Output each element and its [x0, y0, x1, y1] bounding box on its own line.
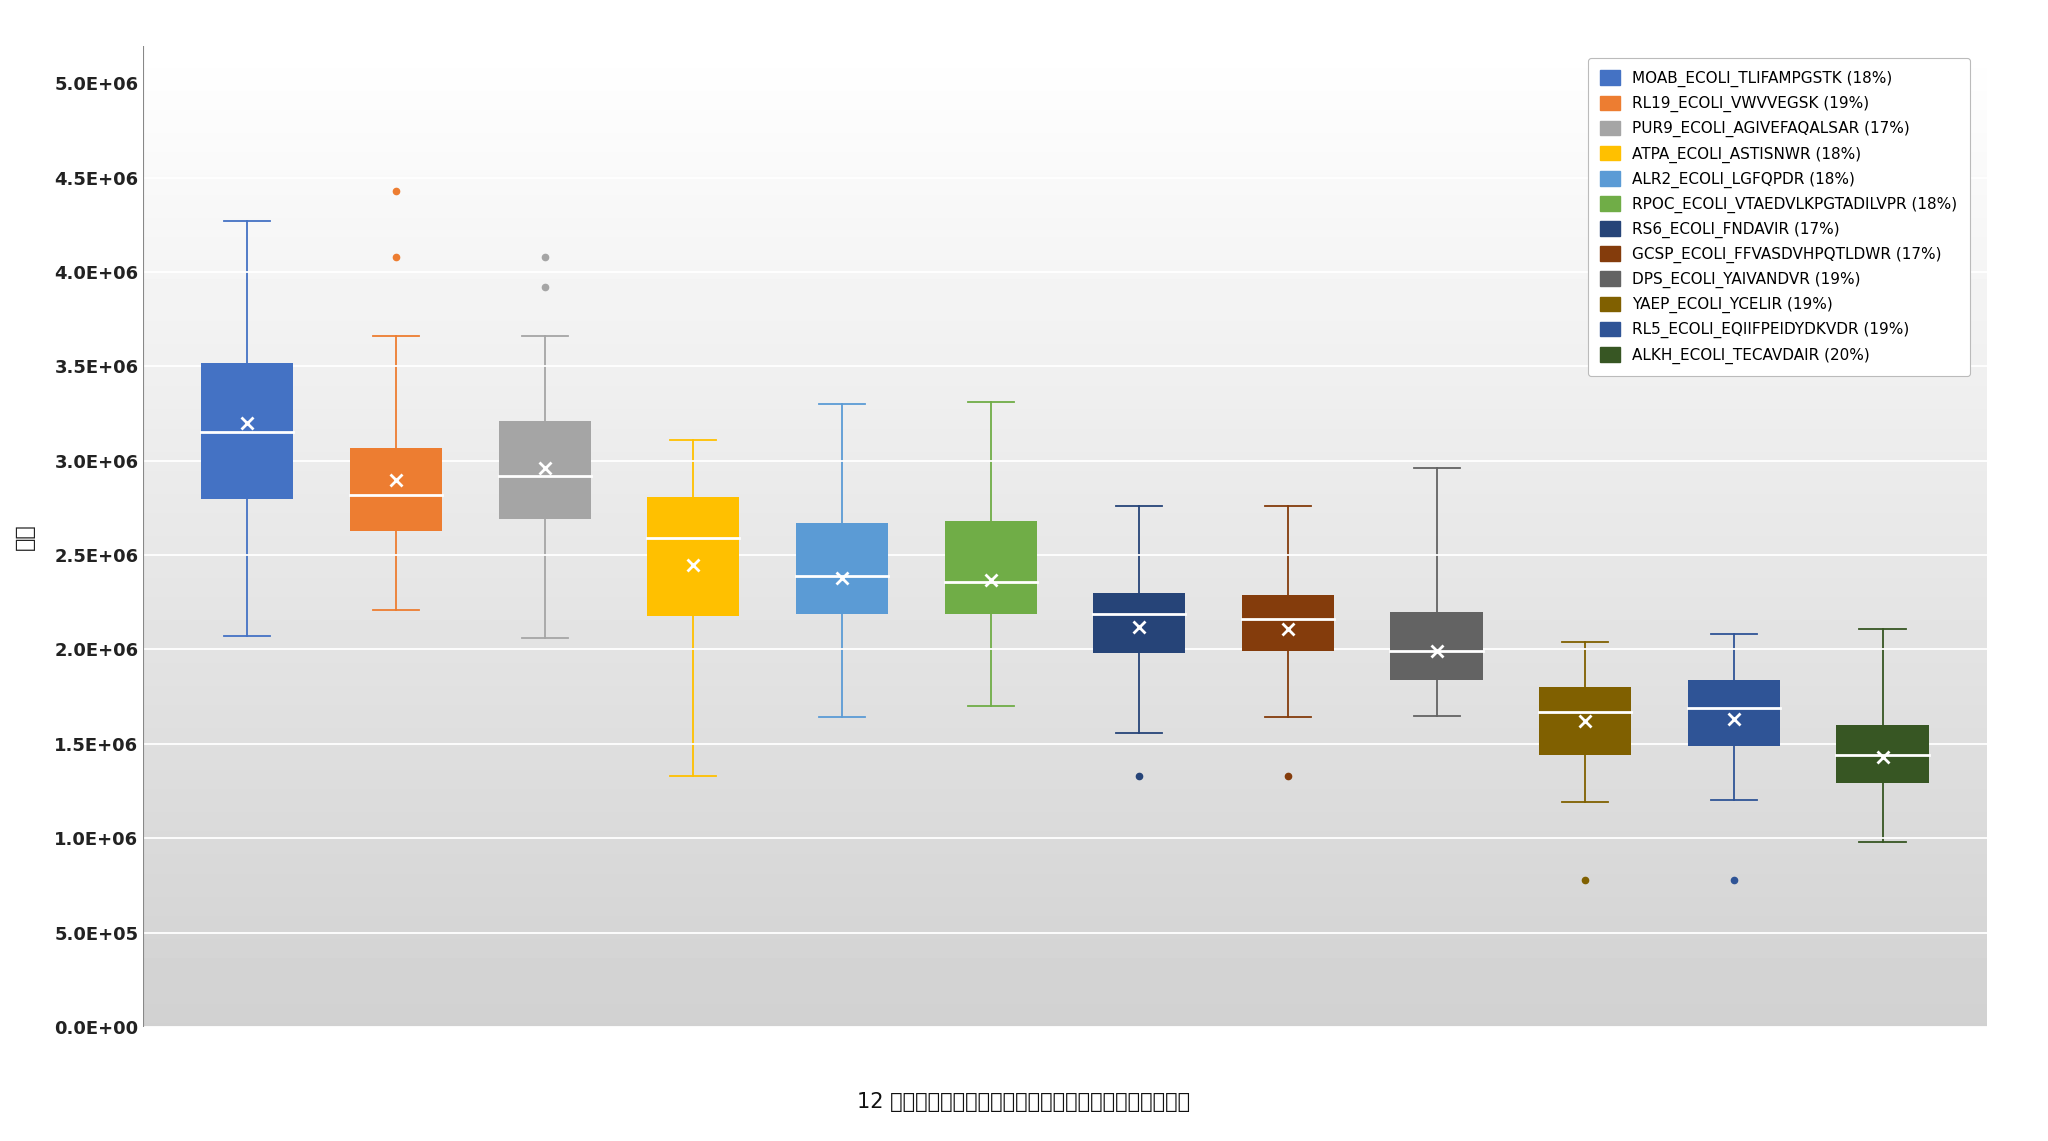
Bar [944, 521, 1036, 614]
Bar [1094, 593, 1186, 654]
Text: 12 種のペプチドについての強度の再現性を示す箱ひげ図: 12 種のペプチドについての強度の再現性を示す箱ひげ図 [858, 1092, 1190, 1112]
Bar [1837, 725, 1929, 784]
Bar [1241, 594, 1333, 652]
Bar [647, 496, 739, 615]
Bar [350, 447, 442, 531]
Bar [1688, 680, 1780, 746]
Y-axis label: 強度: 強度 [14, 523, 35, 550]
Bar [498, 421, 590, 519]
Bar [1391, 612, 1483, 680]
Bar [1540, 687, 1632, 755]
Bar [201, 363, 293, 499]
Bar [797, 523, 889, 614]
Legend: MOAB_ECOLI_TLIFAMPGSTK (18%), RL19_ECOLI_VWVVEGSK (19%), PUR9_ECOLI_AGIVEFAQALSA: MOAB_ECOLI_TLIFAMPGSTK (18%), RL19_ECOLI… [1587, 58, 1970, 375]
